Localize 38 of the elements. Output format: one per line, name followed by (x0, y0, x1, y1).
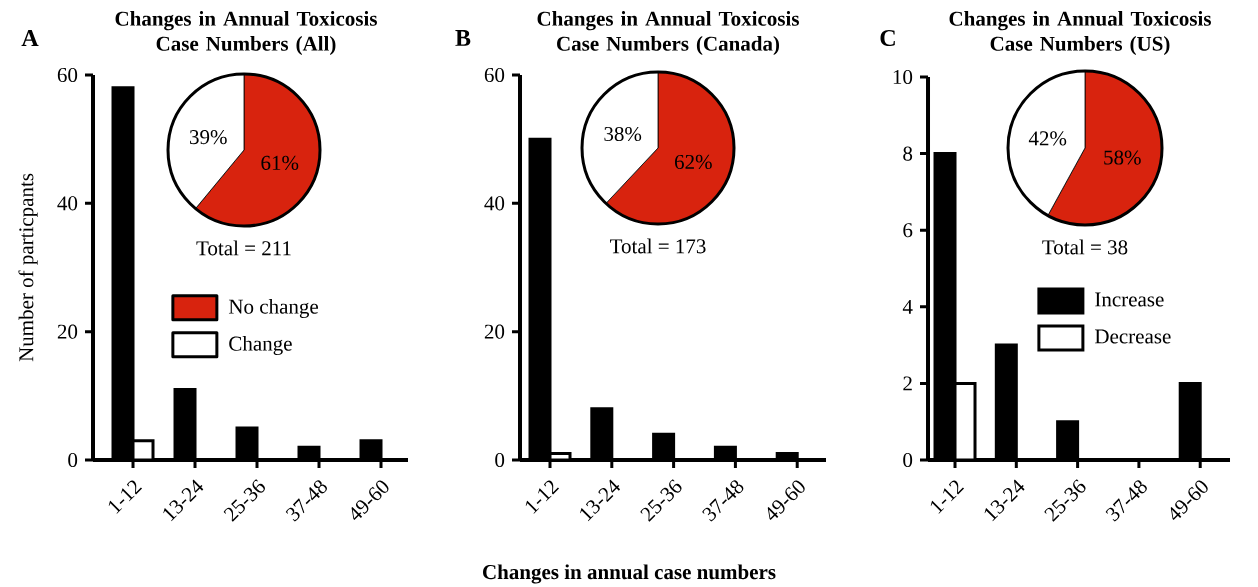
y-tick-label: 20 (57, 324, 78, 339)
y-tick-label: 0 (495, 452, 505, 468)
y-tick-label: 40 (57, 196, 78, 211)
annotation: Total = 38 (1042, 239, 1128, 255)
annotation: Total = 211 (196, 240, 291, 256)
legend-label: No change (228, 298, 319, 319)
y-tick-label: 40 (484, 196, 505, 211)
chart-title: Changes in Annual Toxicosis Case Numbers (Canada) (537, 11, 799, 56)
text: B (455, 30, 471, 46)
data-label: 58% (1104, 150, 1141, 165)
text: C (880, 29, 895, 47)
y-tick-label: 10 (893, 69, 913, 85)
data-label: 42% (1028, 131, 1067, 146)
chart-title: Changes in Annual Toxicosis Case Numbers (All) (115, 11, 377, 56)
x-axis-title: Changes in annual case numbers (483, 564, 776, 584)
x-tick-label: 1-12 (930, 480, 965, 514)
y-tick-label: 6 (903, 223, 913, 238)
legend-label: Decrease (1094, 329, 1171, 344)
y-tick-label: 2 (903, 376, 912, 391)
y-tick-label: 60 (57, 67, 78, 83)
text: A (21, 30, 39, 46)
legend-label: Increase (1095, 292, 1164, 307)
data-label: 39% (190, 130, 227, 145)
y-axis-title: Number of particpants (18, 173, 38, 362)
x-tick-label: 1-12 (108, 480, 143, 514)
y-tick-label: 60 (484, 67, 505, 83)
y-tick-label: 8 (903, 146, 913, 161)
legend-label: Change (229, 335, 292, 356)
y-tick-label: 0 (903, 452, 913, 468)
y-tick-label: 20 (484, 324, 505, 339)
y-tick-label: 0 (68, 452, 78, 468)
data-label: 38% (604, 126, 642, 142)
data-label: 61% (261, 155, 299, 170)
x-tick-label: 1-12 (525, 480, 560, 514)
data-label: 62% (675, 154, 712, 170)
chart-title: Changes in Annual Toxicosis Case Numbers (US) (949, 11, 1211, 56)
annotation: Total = 173 (610, 238, 706, 254)
y-tick-label: 4 (902, 299, 913, 314)
